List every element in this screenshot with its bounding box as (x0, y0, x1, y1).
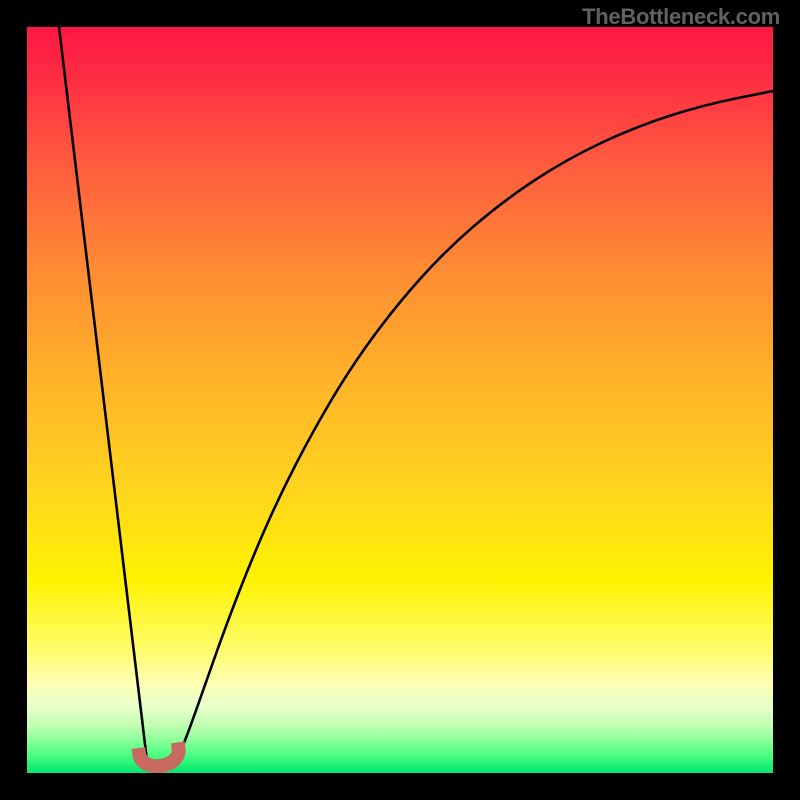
chart-container: TheBottleneck.com (0, 0, 800, 800)
bottleneck-curve (27, 27, 773, 773)
plot-area (27, 27, 773, 773)
